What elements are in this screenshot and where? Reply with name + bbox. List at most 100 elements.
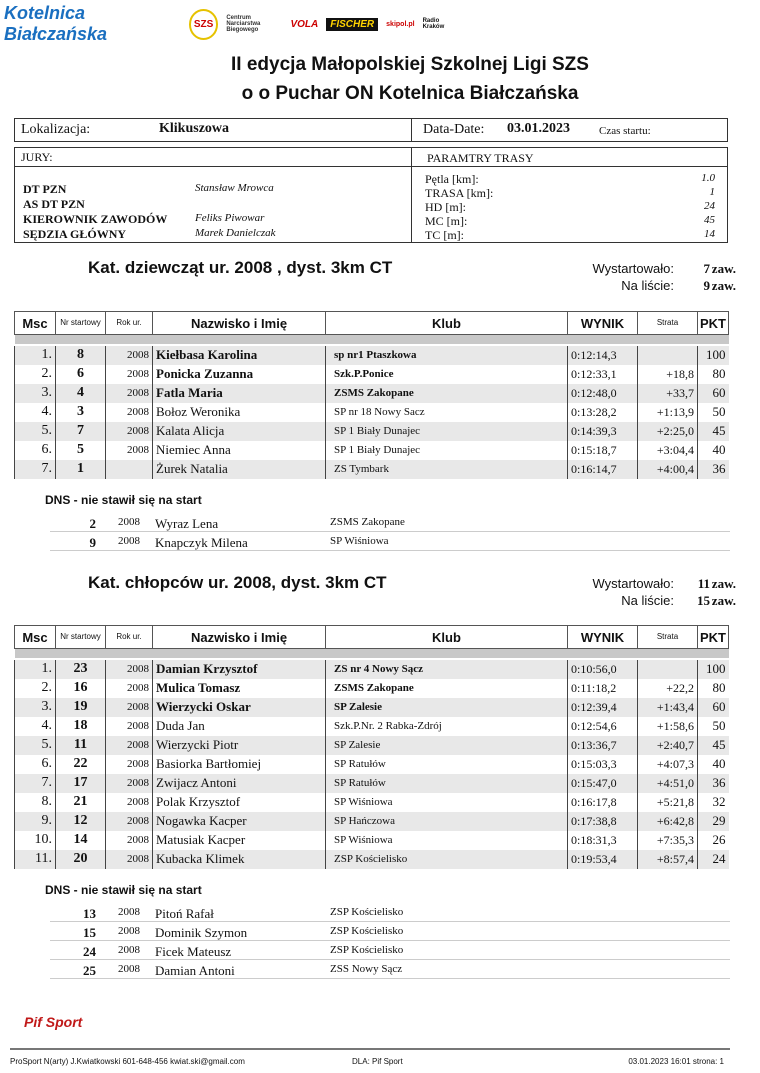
cell-name: Wierzycki Piotr — [152, 735, 326, 755]
started-count: 11 — [697, 576, 710, 591]
jury-name: Stansław Mrowca — [195, 182, 274, 194]
cell-gap: +1:43,4 — [637, 697, 698, 717]
cell-bib: 18 — [55, 716, 106, 736]
param-value: 1 — [709, 186, 716, 198]
param-value: 14 — [704, 228, 715, 240]
result-row: 3. 4 2008 Fatla Maria ZSMS Zakopane 0:12:48,0… — [14, 383, 729, 403]
column-header: WYNIK — [567, 625, 638, 649]
cell-gap: +7:35,3 — [637, 830, 698, 850]
cell-club: Szk.P.Nr. 2 Rabka-Zdrój — [325, 716, 568, 736]
cell-gap — [637, 345, 698, 365]
cell-name: Fatla Maria — [152, 383, 326, 403]
param-label: TC [m]: — [425, 228, 464, 242]
cell-points: 40 — [697, 440, 729, 460]
cell-result: 0:18:31,3 — [567, 830, 638, 850]
dns-year: 2008 — [118, 535, 140, 547]
date-value: 03.01.2023 — [507, 121, 570, 136]
cell-points: 32 — [697, 792, 729, 812]
result-row: 2. 6 2008 Ponicka Zuzanna Szk.P.Ponice 0:12:3… — [14, 364, 729, 384]
cell-name: Kalata Alicja — [152, 421, 326, 441]
result-row: 2. 16 2008 Mulica Tomasz ZSMS Zakopane 0:11:1… — [14, 678, 729, 698]
dns-name: Pitoń Rafał — [155, 906, 214, 921]
column-header: Msc — [14, 625, 56, 649]
result-row: 1. 8 2008 Kiełbasa Karolina sp nr1 Ptaszkowa… — [14, 345, 729, 365]
started-count: 7 — [703, 261, 711, 276]
cell-points: 80 — [697, 364, 729, 384]
cell-bib: 21 — [55, 792, 106, 812]
cell-place: 3. — [14, 697, 56, 717]
dns-club: SP Wiśniowa — [330, 535, 389, 547]
cell-points: 100 — [697, 659, 729, 679]
zaw-label: zaw. — [711, 576, 736, 591]
jury-row: SĘDZIA GŁÓWNY Marek Danielczak — [23, 227, 403, 242]
dns-year: 2008 — [118, 944, 140, 956]
column-header: Msc — [14, 311, 56, 335]
radio-krakow-logo: Radio Kraków — [422, 18, 445, 30]
cell-result: 0:16:17,8 — [567, 792, 638, 812]
cell-club: SP 1 Biały Dunajec — [325, 440, 568, 460]
results-table: Msc Nr startowy Rok ur. Nazwisko i Imię Klub… — [14, 625, 729, 869]
cell-gap — [637, 659, 698, 679]
result-row: 6. 22 2008 Basiorka Bartłomiej SP Ratułów 0:1… — [14, 754, 729, 774]
cell-bib: 5 — [55, 440, 106, 460]
location-label: Lokalizacja: — [21, 122, 91, 137]
cell-year: 2008 — [105, 421, 153, 441]
date-label: Data-Date: — [423, 122, 485, 137]
result-row: 9. 12 2008 Nogawka Kacper SP Hańczowa 0:17:38… — [14, 811, 729, 831]
zaw-label: zaw. — [711, 261, 736, 276]
footer-left: ProSport N(arty) J.Kwiatkowski 601-648-4… — [10, 1057, 245, 1066]
cell-bib: 11 — [55, 735, 106, 755]
dns-name: Dominik Szymon — [155, 925, 248, 940]
cell-name: Zwijacz Antoni — [152, 773, 326, 793]
cell-club: sp nr1 Ptaszkowa — [325, 345, 568, 365]
cell-club: ZS Tymbark — [325, 459, 568, 479]
cell-year: 2008 — [105, 383, 153, 403]
param-value: 1.0 — [701, 172, 715, 184]
cell-year: 2008 — [105, 849, 153, 869]
cell-place: 2. — [14, 678, 56, 698]
cell-club: SP Hańczowa — [325, 811, 568, 831]
dns-row: 25 2008 Damian Antoni ZSS Nowy Sącz — [50, 960, 730, 979]
cell-gap: +4:00,4 — [637, 459, 698, 479]
dns-name: Knapczyk Milena — [155, 535, 248, 550]
cell-year: 2008 — [105, 345, 153, 365]
cell-name: Ponicka Zuzanna — [152, 364, 326, 384]
location-box: Lokalizacja: Klikuszowa Data-Date: 03.01… — [14, 118, 728, 142]
cell-result: 0:12:48,0 — [567, 383, 638, 403]
result-row: 3. 19 2008 Wierzycki Oskar SP Zalesie 0:12:39… — [14, 697, 729, 717]
vola-logo: VOLA — [290, 18, 319, 30]
skipol-logo: skipol.pl — [386, 20, 415, 28]
route-param: HD [m]: 24 — [425, 200, 715, 214]
cell-bib: 20 — [55, 849, 106, 869]
route-param: TC [m]: 14 — [425, 228, 715, 242]
cell-gap: +1:13,9 — [637, 402, 698, 422]
cell-name: Damian Krzysztof — [152, 659, 326, 679]
dns-year: 2008 — [118, 925, 140, 937]
param-label: HD [m]: — [425, 200, 466, 214]
dns-bib: 2 — [89, 516, 97, 531]
cell-bib: 16 — [55, 678, 106, 698]
dns-year: 2008 — [118, 906, 140, 918]
cell-year: 2008 — [105, 735, 153, 755]
cell-result: 0:12:54,6 — [567, 716, 638, 736]
jury-role: AS DT PZN — [23, 197, 85, 211]
dns-name: Ficek Mateusz — [155, 944, 232, 959]
dns-label: DNS - nie stawił się na start — [45, 493, 202, 507]
cell-gap: +2:25,0 — [637, 421, 698, 441]
sponsor-logos: Kotelnica Białczańska SZS Centrum Narcia… — [0, 0, 460, 48]
cell-place: 5. — [14, 735, 56, 755]
dns-club: ZSP Kościelisko — [330, 925, 404, 937]
cell-result: 0:17:38,8 — [567, 811, 638, 831]
cell-points: 26 — [697, 830, 729, 850]
jury-name: Marek Danielczak — [195, 227, 276, 239]
cell-club: SP 1 Biały Dunajec — [325, 421, 568, 441]
cell-bib: 22 — [55, 754, 106, 774]
cell-name: Bołoz Weronika — [152, 402, 326, 422]
cell-bib: 3 — [55, 402, 106, 422]
cell-year: 2008 — [105, 773, 153, 793]
dns-label: DNS - nie stawił się na start — [45, 883, 202, 897]
cell-result: 0:15:03,3 — [567, 754, 638, 774]
jury-box: JURY: PARAMTRY TRASY DT PZN Stansław Mrow… — [14, 147, 728, 243]
cell-place: 9. — [14, 811, 56, 831]
cell-name: Duda Jan — [152, 716, 326, 736]
